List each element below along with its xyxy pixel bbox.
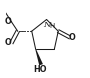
Text: O: O [69,33,76,42]
Text: H: H [49,23,55,29]
Text: N: N [43,21,51,29]
Polygon shape [35,49,43,65]
Text: O: O [5,17,12,26]
Text: O: O [5,38,11,47]
Text: HO: HO [34,65,47,74]
